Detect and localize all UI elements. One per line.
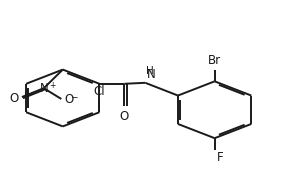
Text: N: N bbox=[147, 68, 155, 81]
Text: N: N bbox=[39, 82, 48, 95]
Text: O: O bbox=[120, 110, 129, 123]
Text: Br: Br bbox=[208, 54, 221, 67]
Text: F: F bbox=[217, 151, 224, 164]
Text: H: H bbox=[147, 66, 154, 76]
Text: O: O bbox=[65, 93, 74, 106]
Text: Cl: Cl bbox=[94, 85, 105, 99]
Text: O: O bbox=[9, 92, 18, 104]
Text: +: + bbox=[49, 81, 55, 90]
Text: −: − bbox=[70, 93, 78, 102]
